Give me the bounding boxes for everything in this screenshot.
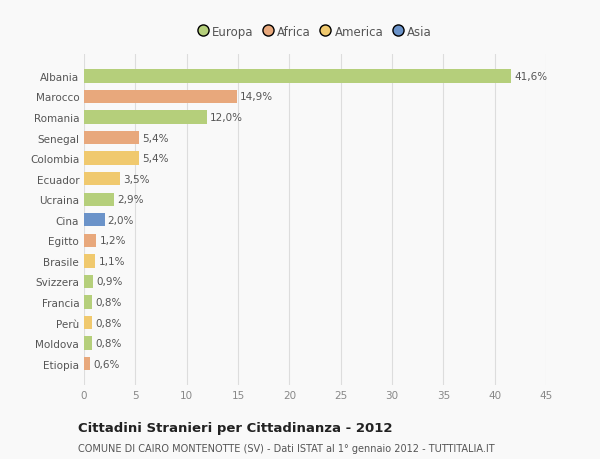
Text: 41,6%: 41,6% bbox=[514, 72, 547, 82]
Bar bbox=[84, 316, 92, 330]
Bar bbox=[84, 70, 511, 84]
Text: 0,6%: 0,6% bbox=[93, 359, 119, 369]
Bar bbox=[84, 173, 120, 186]
Text: 5,4%: 5,4% bbox=[143, 133, 169, 143]
Text: 5,4%: 5,4% bbox=[143, 154, 169, 164]
Bar bbox=[84, 90, 237, 104]
Text: 1,2%: 1,2% bbox=[100, 236, 126, 246]
Text: 3,5%: 3,5% bbox=[123, 174, 149, 185]
Text: 12,0%: 12,0% bbox=[210, 113, 243, 123]
Text: 2,0%: 2,0% bbox=[107, 215, 134, 225]
Text: Cittadini Stranieri per Cittadinanza - 2012: Cittadini Stranieri per Cittadinanza - 2… bbox=[78, 421, 392, 434]
Bar bbox=[84, 152, 139, 165]
Text: 0,9%: 0,9% bbox=[97, 277, 122, 287]
Text: 1,1%: 1,1% bbox=[98, 256, 125, 266]
Text: COMUNE DI CAIRO MONTENOTTE (SV) - Dati ISTAT al 1° gennaio 2012 - TUTTITALIA.IT: COMUNE DI CAIRO MONTENOTTE (SV) - Dati I… bbox=[78, 443, 494, 453]
Bar bbox=[84, 275, 93, 289]
Legend: Europa, Africa, America, Asia: Europa, Africa, America, Asia bbox=[193, 21, 437, 44]
Bar bbox=[84, 296, 92, 309]
Bar bbox=[84, 337, 92, 350]
Bar bbox=[84, 193, 114, 207]
Text: 14,9%: 14,9% bbox=[240, 92, 273, 102]
Bar bbox=[84, 213, 104, 227]
Text: 0,8%: 0,8% bbox=[95, 297, 122, 308]
Bar bbox=[84, 357, 90, 370]
Text: 0,8%: 0,8% bbox=[95, 318, 122, 328]
Bar bbox=[84, 132, 139, 145]
Text: 2,9%: 2,9% bbox=[117, 195, 143, 205]
Bar bbox=[84, 111, 207, 124]
Text: 0,8%: 0,8% bbox=[95, 338, 122, 348]
Bar bbox=[84, 255, 95, 268]
Bar bbox=[84, 234, 97, 247]
